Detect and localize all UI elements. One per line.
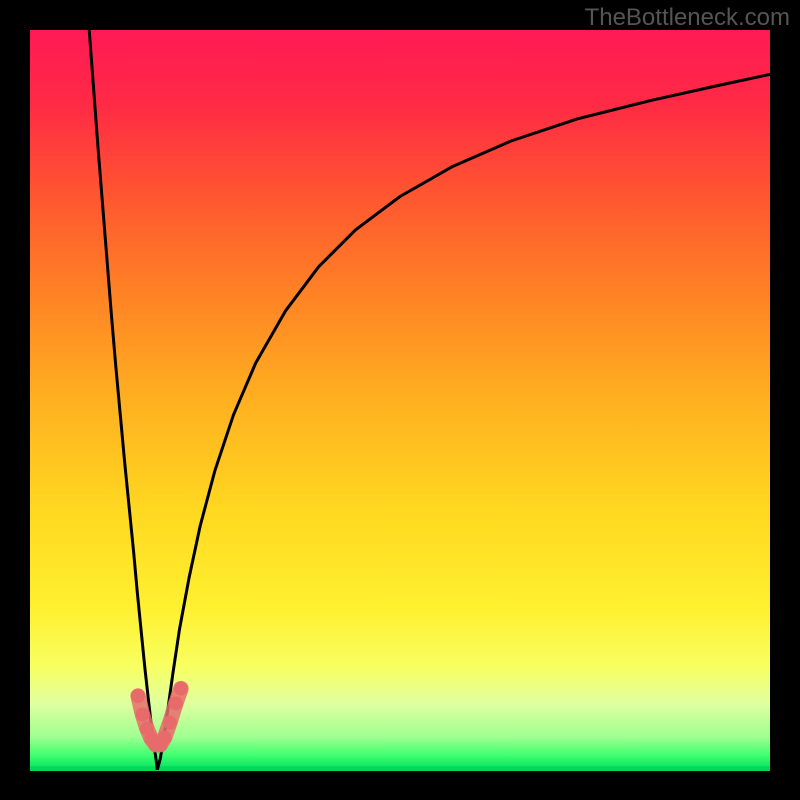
- watermark-label: TheBottleneck.com: [585, 4, 790, 32]
- bottom-mark: [169, 696, 183, 710]
- chart-container: TheBottleneck.com: [0, 0, 800, 800]
- green-baseline: [30, 766, 770, 771]
- plot-background: [30, 30, 770, 770]
- bottom-mark: [158, 730, 172, 744]
- bottom-mark: [174, 682, 188, 696]
- bottleneck-chart: [0, 0, 800, 800]
- bottom-mark: [135, 708, 149, 722]
- bottom-mark: [163, 716, 177, 730]
- bottom-mark: [131, 689, 145, 703]
